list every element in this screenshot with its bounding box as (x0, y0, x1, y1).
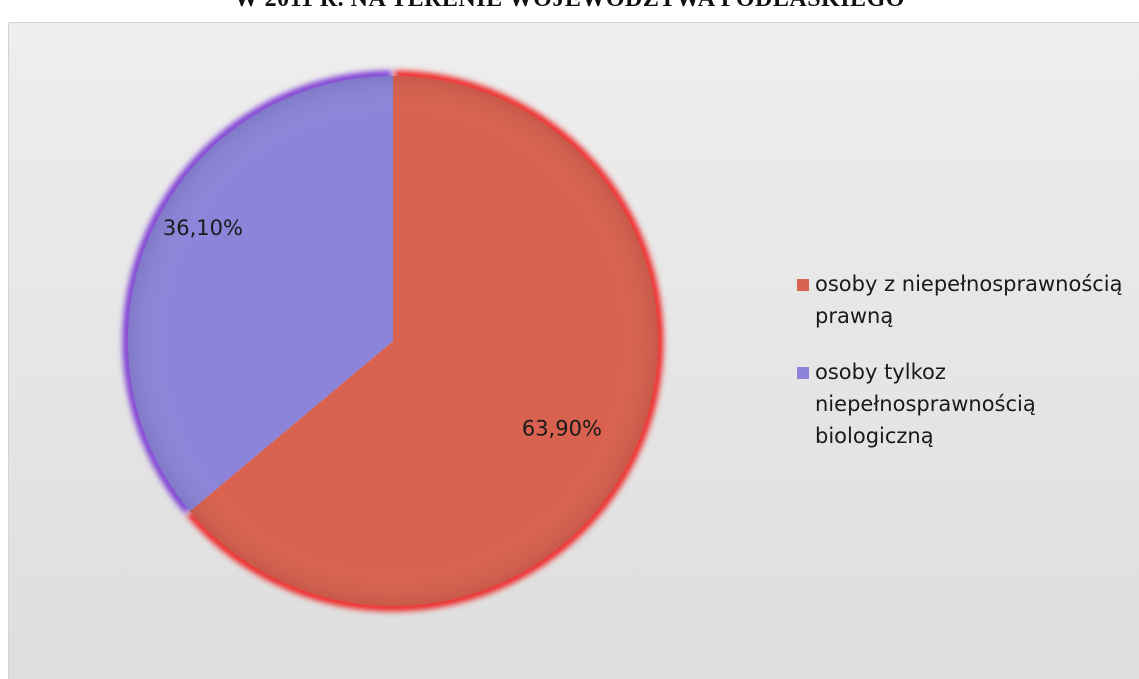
legend-item-legal-disability: osoby z niepełnosprawnością prawną (797, 268, 1139, 332)
legend-item-biological-disability: osoby tylkoz niepełnosprawnością biologi… (797, 356, 1139, 452)
pie-data-labels: 63,90% 36,10% (163, 216, 602, 441)
pie-label-biological-disability: 36,10% (163, 216, 243, 240)
legend-swatch-red (797, 279, 809, 291)
pie-shade-overlay (128, 76, 658, 606)
pie-label-legal-disability: 63,90% (522, 416, 602, 440)
pie-chart: 63,90% 36,10% (122, 70, 664, 612)
pie-slice-biological-disability-edge (122, 70, 392, 514)
chart-area: 63,90% 36,10% osoby z niepełnosprawnością… (8, 22, 1139, 679)
pie-slice-edges (122, 70, 664, 612)
pie-slice-legal-disability-edge (186, 70, 664, 612)
chart-legend: osoby z niepełnosprawnością prawną osoby… (797, 268, 1139, 476)
pie-slices (127, 76, 659, 606)
chart-title: W 2011 R. NA TERENIE WOJEWÓDZTWA PODLASK… (0, 0, 1139, 13)
legend-label-biological-disability: osoby tylkoz niepełnosprawnością biologi… (815, 360, 1036, 448)
legend-label-legal-disability: osoby z niepełnosprawnością prawną (815, 272, 1123, 328)
legend-swatch-purple (797, 367, 809, 379)
